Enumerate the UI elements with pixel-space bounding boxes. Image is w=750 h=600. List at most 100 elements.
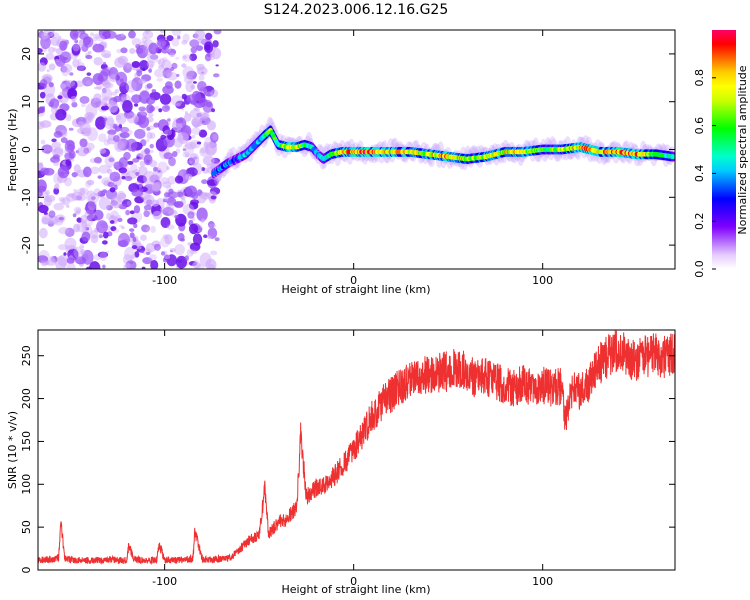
noise-speckle <box>194 30 206 41</box>
noise-speckle <box>75 208 82 213</box>
noise-speckle <box>125 80 137 93</box>
noise-speckle <box>131 60 141 68</box>
snr-y-tick-label: 200 <box>20 388 33 409</box>
noise-speckle <box>131 94 142 104</box>
noise-speckle <box>119 132 130 139</box>
noise-speckle <box>98 234 103 239</box>
noise-speckle <box>162 85 174 95</box>
noise-speckle <box>117 240 128 247</box>
noise-speckle <box>61 196 71 206</box>
noise-speckle <box>194 169 198 175</box>
noise-speckle <box>71 191 83 201</box>
noise-speckle <box>121 176 126 180</box>
noise-speckle <box>146 52 159 64</box>
noise-speckle <box>134 251 140 258</box>
colorbar-tick-label: 0.4 <box>693 165 706 183</box>
noise-speckle <box>210 89 219 98</box>
noise-speckle <box>129 232 135 239</box>
noise-speckle <box>201 167 205 171</box>
noise-speckle <box>51 141 61 149</box>
noise-speckle <box>188 201 199 210</box>
noise-speckle <box>48 210 56 218</box>
noise-speckle <box>205 141 218 156</box>
noise-speckle <box>206 120 216 131</box>
noise-speckle <box>53 146 64 155</box>
noise-speckle <box>189 249 198 255</box>
noise-speckle <box>114 139 125 152</box>
noise-speckle <box>165 202 175 214</box>
noise-speckle <box>158 108 163 113</box>
noise-speckle <box>50 32 60 38</box>
noise-speckle <box>102 189 108 194</box>
noise-speckle <box>149 149 154 153</box>
noise-speckle <box>186 248 194 257</box>
noise-speckle <box>192 261 202 269</box>
noise-speckle <box>196 207 208 222</box>
noise-speckle <box>150 260 159 269</box>
noise-speckle <box>87 50 92 55</box>
noise-speckle <box>128 30 136 39</box>
noise-speckle <box>53 187 60 195</box>
noise-speckle <box>79 243 85 250</box>
noise-speckle <box>39 79 48 87</box>
noise-speckle <box>69 72 74 76</box>
noise-speckle <box>133 205 141 214</box>
noise-speckle <box>110 226 117 232</box>
noise-speckle <box>131 37 142 47</box>
noise-speckle <box>175 103 181 107</box>
noise-speckle <box>149 160 158 168</box>
noise-speckle <box>124 262 131 269</box>
noise-speckle <box>98 133 107 142</box>
noise-speckle <box>57 35 62 40</box>
noise-speckle <box>144 139 150 143</box>
noise-speckle <box>59 83 66 90</box>
noise-speckle <box>164 234 173 245</box>
noise-speckle <box>38 204 49 214</box>
noise-speckle <box>161 105 170 113</box>
noise-speckle <box>175 100 186 109</box>
noise-speckle <box>190 46 197 54</box>
noise-speckle <box>212 40 219 48</box>
snr-frame <box>37 329 676 571</box>
noise-speckle <box>161 46 169 54</box>
noise-speckle <box>148 254 157 261</box>
noise-speckle <box>125 209 131 216</box>
noise-speckle <box>104 117 115 130</box>
noise-speckle <box>133 223 138 229</box>
noise-speckle <box>40 259 49 267</box>
noise-speckle <box>201 112 210 119</box>
snr-x-axis-label: Height of straight line (km) <box>281 583 430 596</box>
noise-speckle <box>85 180 92 188</box>
noise-speckle <box>129 48 136 54</box>
noise-speckle <box>102 231 109 239</box>
snr-panel: -100 0 100 0 50 100 150 200 250 Height of strai… <box>6 329 676 596</box>
noise-speckle <box>73 188 78 193</box>
noise-speckle <box>58 216 65 221</box>
noise-speckle <box>79 138 88 148</box>
noise-speckle <box>114 57 126 68</box>
spectrogram-x-axis-label: Height of straight line (km) <box>281 283 430 296</box>
noise-speckle <box>166 35 174 42</box>
noise-speckle <box>201 179 208 185</box>
noise-speckle <box>140 191 151 200</box>
noise-speckle <box>143 204 153 211</box>
noise-speckle <box>130 261 134 264</box>
noise-speckle <box>76 61 85 72</box>
spectrogram-y-tick-label: -10 <box>20 188 33 206</box>
noise-speckle <box>102 61 107 66</box>
noise-speckle <box>97 86 102 90</box>
noise-speckle <box>105 96 110 101</box>
noise-speckle <box>160 134 167 140</box>
noise-speckle <box>138 78 147 84</box>
noise-speckle <box>65 140 75 147</box>
noise-speckle <box>72 43 80 52</box>
noise-speckle <box>90 234 99 244</box>
noise-speckle <box>114 89 119 94</box>
noise-speckle <box>103 117 108 122</box>
noise-speckle <box>184 154 190 158</box>
noise-speckle <box>143 210 150 218</box>
noise-speckle <box>53 130 63 138</box>
noise-speckle <box>121 127 129 134</box>
noise-speckle <box>120 33 125 38</box>
